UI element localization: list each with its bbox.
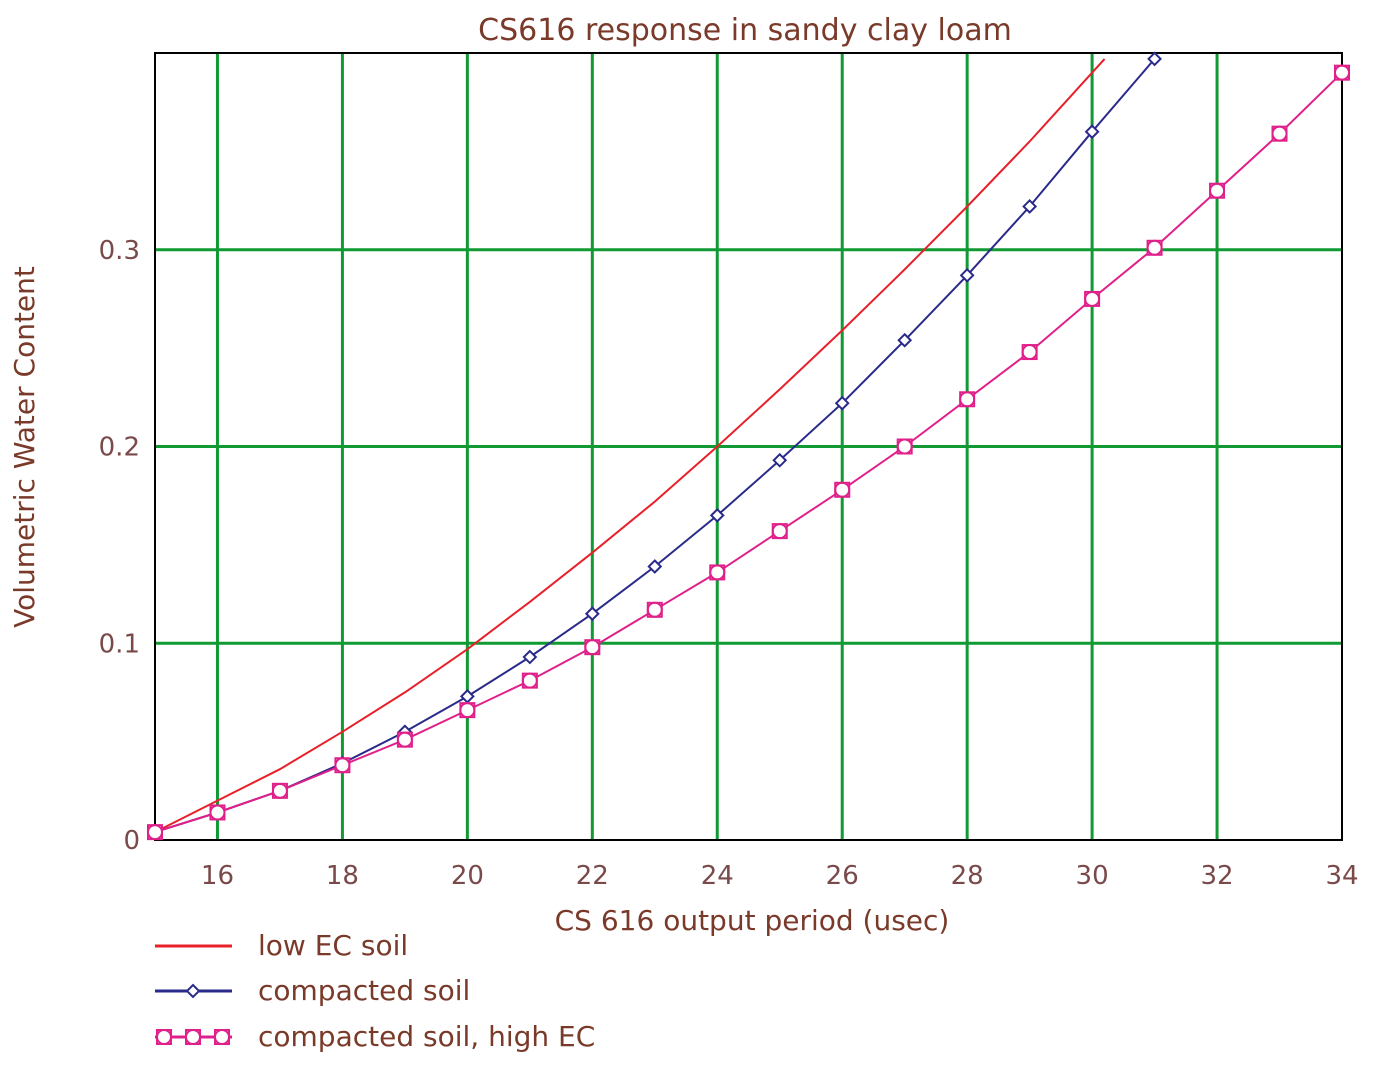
series-1 xyxy=(154,58,1106,833)
data-point xyxy=(185,983,201,999)
data-point xyxy=(156,1029,172,1045)
data-point xyxy=(584,639,601,656)
data-point xyxy=(214,1029,230,1045)
x-tick-label: 32 xyxy=(1201,861,1234,891)
tick-labels: 16 18 20 22 24 26 28 30 32 34 0 0.1 0.2 0.3 xyxy=(99,236,1359,891)
x-tick-label: 30 xyxy=(1076,861,1109,891)
data-point xyxy=(959,267,975,283)
data-point xyxy=(185,1029,201,1045)
grid xyxy=(155,53,1342,840)
plot-frame xyxy=(154,52,1343,841)
data-point xyxy=(584,606,600,622)
x-tick-label: 18 xyxy=(326,861,359,891)
y-tick-label: 0.3 xyxy=(99,236,140,266)
data-point xyxy=(709,564,726,581)
x-tick-label: 34 xyxy=(1325,861,1358,891)
data-point xyxy=(334,757,351,774)
data-point xyxy=(959,391,976,408)
data-point xyxy=(647,559,663,574)
legend-label: compacted soil xyxy=(258,974,470,1007)
data-point xyxy=(1021,344,1038,361)
series-line xyxy=(154,58,1106,833)
legend-item: low EC soil xyxy=(155,929,408,962)
y-axis-label: Volumetric Water Content xyxy=(8,266,41,628)
legend-item: compacted soil xyxy=(155,974,470,1007)
x-tick-label: 26 xyxy=(826,861,859,891)
data-point xyxy=(1146,239,1163,256)
data-point xyxy=(209,804,226,821)
y-tick-label: 0 xyxy=(123,826,140,856)
data-point xyxy=(771,523,788,540)
y-tick-label: 0.1 xyxy=(99,629,140,659)
data-point xyxy=(709,507,725,523)
data-point xyxy=(1084,290,1101,307)
x-tick-label: 22 xyxy=(576,861,609,891)
x-tick-label: 16 xyxy=(201,861,234,891)
data-point xyxy=(897,332,913,348)
data-point xyxy=(772,452,788,468)
legend-item: compacted soil, high EC xyxy=(155,1020,595,1053)
data-point xyxy=(147,824,163,841)
data-point xyxy=(271,782,288,799)
x-tick-label: 24 xyxy=(701,861,734,891)
data-point xyxy=(834,395,850,411)
data-point xyxy=(1334,64,1350,81)
y-tick-label: 0.2 xyxy=(99,433,140,463)
x-tick-label: 28 xyxy=(951,861,984,891)
data-point xyxy=(1084,124,1100,140)
data-point xyxy=(834,481,851,498)
data-point xyxy=(1022,199,1038,214)
data-point xyxy=(1147,51,1162,67)
chart-title: CS616 response in sandy clay loam xyxy=(478,13,1012,48)
series-3 xyxy=(147,64,1350,841)
data-point xyxy=(522,649,538,665)
series-layer xyxy=(147,51,1350,841)
data-point xyxy=(459,702,476,719)
data-point xyxy=(1209,182,1226,199)
x-axis-label: CS 616 output period (usec) xyxy=(555,904,950,937)
data-point xyxy=(1271,125,1288,142)
data-point xyxy=(646,601,663,618)
data-point xyxy=(459,688,475,704)
data-point xyxy=(521,672,538,689)
data-point xyxy=(396,731,413,748)
series-line xyxy=(154,71,1343,834)
legend-label: compacted soil, high EC xyxy=(258,1020,595,1053)
data-point xyxy=(896,438,913,455)
legend: low EC soil compacted soil compacted soil,… xyxy=(155,929,595,1053)
x-tick-label: 20 xyxy=(451,861,484,891)
legend-label: low EC soil xyxy=(258,929,408,962)
